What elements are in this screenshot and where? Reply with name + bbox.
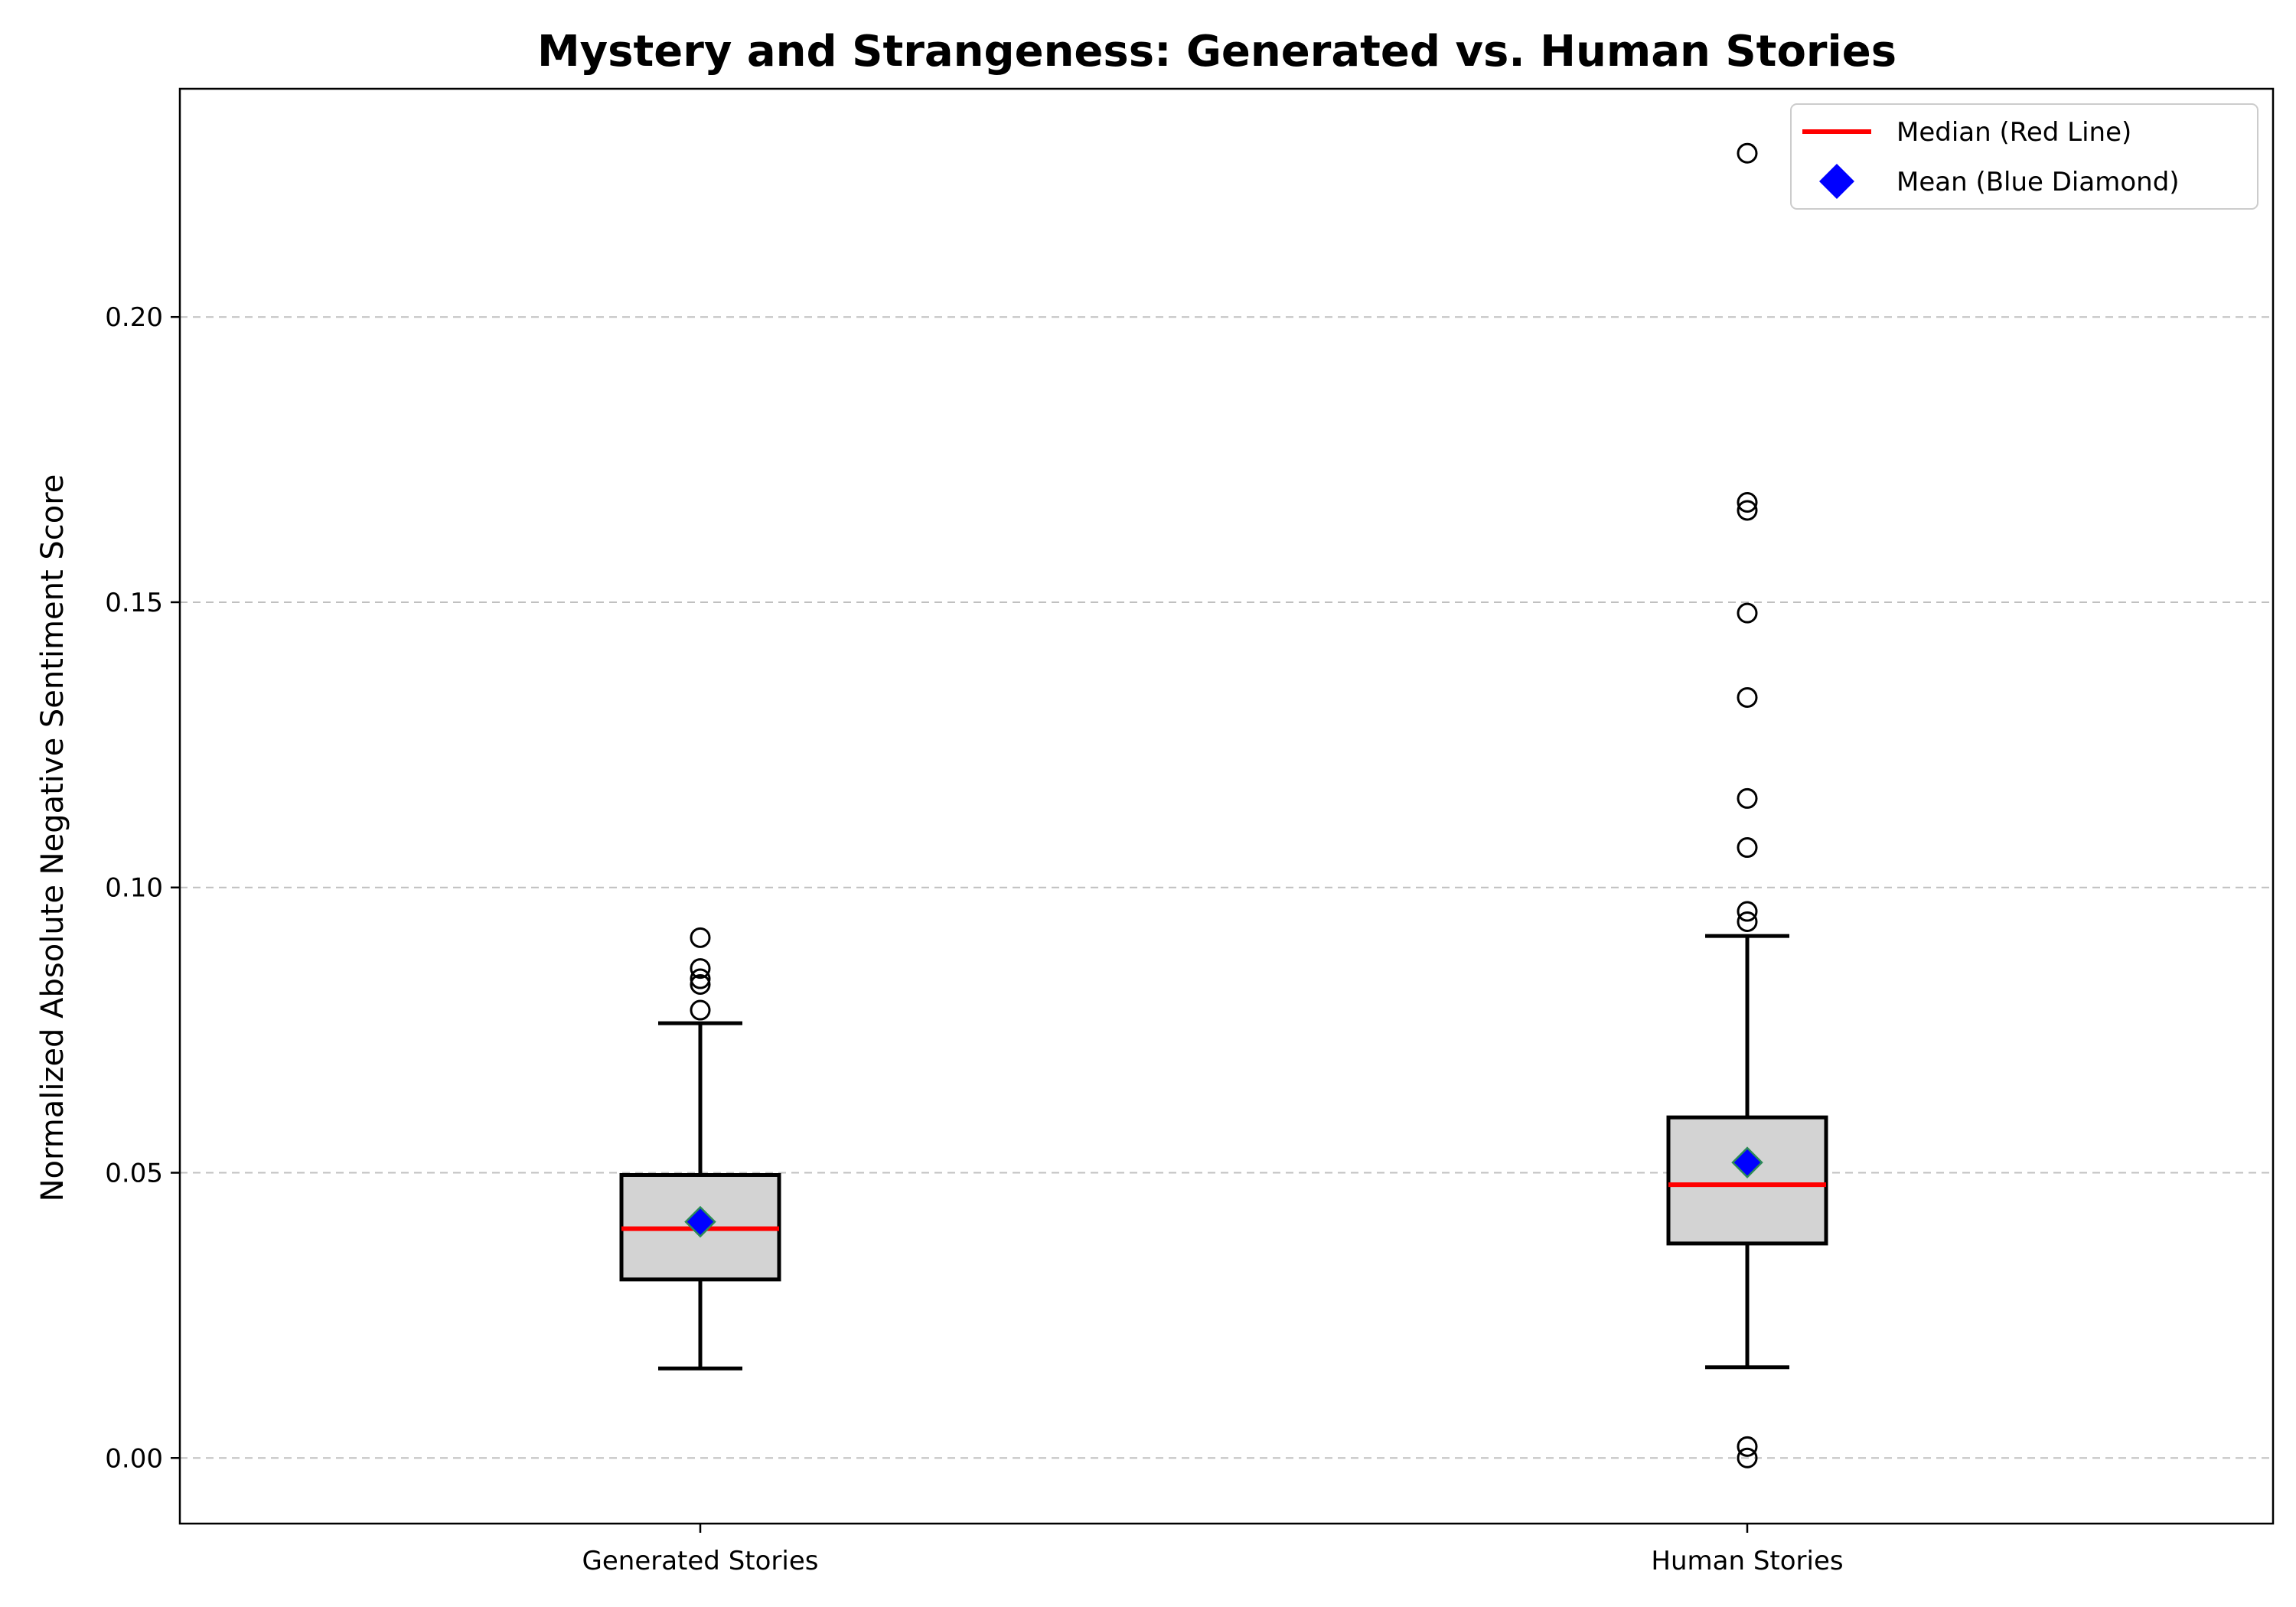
outlier-point: [690, 927, 711, 948]
outlier-point: [1737, 901, 1758, 922]
x-tick-label: Human Stories: [1651, 1546, 1843, 1576]
y-tick-label: 0.10: [105, 873, 163, 904]
mean-diamond: [684, 1205, 716, 1238]
outlier-point: [1737, 686, 1758, 708]
outlier-point: [1737, 837, 1758, 859]
outlier-point: [690, 999, 711, 1021]
y-tick-label: 0.00: [105, 1443, 163, 1474]
box-group: [1666, 142, 1828, 1468]
outlier-point: [1737, 500, 1758, 521]
outlier-point: [690, 968, 711, 989]
axis-ticks: 0.00 0.05 0.10 0.15 0.20 Generated Stories Hum…: [105, 302, 1843, 1576]
outlier-point: [690, 973, 711, 995]
outlier-point: [1737, 492, 1758, 513]
x-tick-label: Generated Stories: [582, 1546, 819, 1576]
box-group: [619, 927, 781, 1371]
y-tick-label: 0.15: [105, 588, 163, 618]
outlier-point: [1737, 787, 1758, 809]
y-tick-label: 0.05: [105, 1159, 163, 1189]
legend-mean-swatch: [1819, 164, 1854, 199]
mean-diamond: [1731, 1146, 1763, 1178]
iqr-box: [1666, 1115, 1828, 1246]
legend-box: [1790, 103, 2258, 210]
legend-mean-label: Mean (Blue Diamond): [1896, 167, 2180, 197]
outlier-point: [1737, 911, 1758, 932]
outlier-point: [1737, 1447, 1758, 1468]
outlier-point: [1737, 1436, 1758, 1457]
y-tick-label: 0.20: [105, 302, 163, 333]
y-axis-label: Normalized Absolute Negative Sentiment S…: [35, 474, 70, 1202]
box-series: [619, 142, 1828, 1468]
legend-median-label: Median (Red Line): [1896, 117, 2131, 148]
outlier-point: [1737, 142, 1758, 164]
legend: Median (Red Line) Mean (Blue Diamond): [1790, 103, 2258, 210]
plot-frame: [178, 87, 2275, 1525]
outlier-point: [1737, 602, 1758, 624]
outlier-point: [690, 958, 711, 980]
chart-title: Mystery and Strangeness: Generated vs. H…: [537, 27, 1896, 77]
grid-lines: [180, 316, 2273, 1459]
